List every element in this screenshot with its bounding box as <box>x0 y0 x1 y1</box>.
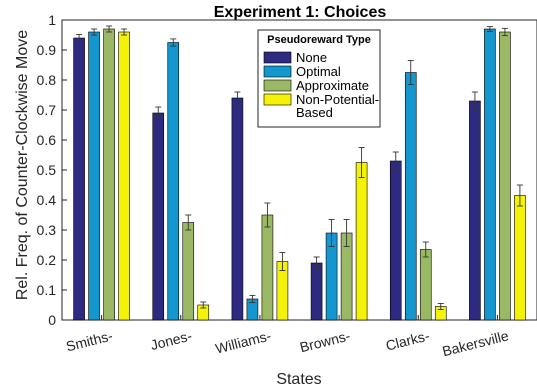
legend-label: Approximate <box>296 78 369 93</box>
bar <box>118 31 130 321</box>
y-tick-label: 1 <box>48 12 56 28</box>
y-tick-label: 0 <box>48 312 56 328</box>
y-tick-label: 0.6 <box>37 132 57 148</box>
bar <box>389 160 402 321</box>
legend-swatch <box>263 65 292 78</box>
legend-title: Pseudoreward Type <box>267 34 371 46</box>
x-tick-label: Smiths- <box>64 327 114 354</box>
bar <box>261 214 274 321</box>
y-tick-label: 0.3 <box>37 222 57 238</box>
bar <box>88 31 100 321</box>
bar <box>499 31 511 321</box>
legend-label: None <box>296 50 327 65</box>
bar <box>469 100 481 321</box>
y-tick-label: 0.4 <box>37 192 57 208</box>
legend-label: Based <box>296 105 333 120</box>
y-tick-label: 0.8 <box>37 72 57 88</box>
y-tick-label: 0.7 <box>37 102 57 118</box>
bar <box>231 97 244 321</box>
x-axis-label: States <box>276 371 321 388</box>
bar <box>167 42 180 321</box>
y-tick-label: 0.1 <box>37 282 57 298</box>
chart-title: Experiment 1: Choices <box>214 4 387 21</box>
bar <box>103 28 115 321</box>
bar <box>182 222 195 321</box>
legend-box <box>257 29 381 128</box>
bar <box>73 37 85 321</box>
legend-swatch <box>263 79 292 92</box>
legend-swatch <box>263 51 292 64</box>
x-tick-label: Williams- <box>214 327 273 356</box>
y-tick-label: 0.2 <box>37 252 57 268</box>
x-tick-label: Clarks- <box>384 327 431 353</box>
legend: Pseudoreward Type NoneOptimalApproximateN… <box>257 29 381 128</box>
x-tick-label: Jones- <box>149 327 194 353</box>
bar <box>514 195 526 321</box>
bar <box>419 249 432 321</box>
y-tick-label: 0.9 <box>37 42 57 58</box>
legend-label: Optimal <box>296 64 341 79</box>
bar <box>310 262 323 321</box>
y-axis-label: Rel. Freq. of Counter-Clockwise Move <box>14 30 31 300</box>
bar <box>404 72 417 321</box>
legend-label: Non-Potential- <box>296 92 379 107</box>
y-tick-label: 0.5 <box>37 162 57 178</box>
bar <box>152 112 165 321</box>
x-tick-label: Bakersville <box>441 327 511 359</box>
bar <box>355 162 368 321</box>
x-tick-label: Browns- <box>298 327 352 355</box>
bar <box>484 28 496 321</box>
legend-swatch <box>263 93 292 106</box>
